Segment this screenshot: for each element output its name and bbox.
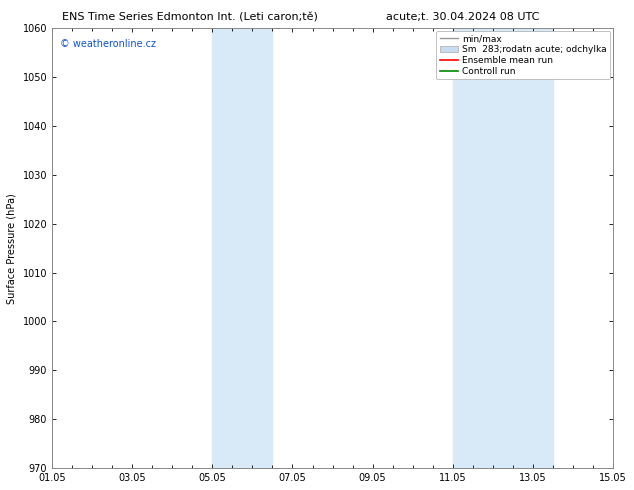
Bar [453, 28, 553, 468]
Y-axis label: Surface Pressure (hPa): Surface Pressure (hPa) [7, 193, 17, 303]
Text: © weatheronline.cz: © weatheronline.cz [60, 39, 157, 49]
Legend: min/max, Sm  283;rodatn acute; odchylka, Ensemble mean run, Controll run: min/max, Sm 283;rodatn acute; odchylka, … [436, 31, 611, 79]
Text: ENS Time Series Edmonton Int. (Leti caron;tě): ENS Time Series Edmonton Int. (Leti caro… [62, 12, 318, 22]
Bar [212, 28, 273, 468]
Text: acute;t. 30.04.2024 08 UTC: acute;t. 30.04.2024 08 UTC [386, 12, 540, 22]
